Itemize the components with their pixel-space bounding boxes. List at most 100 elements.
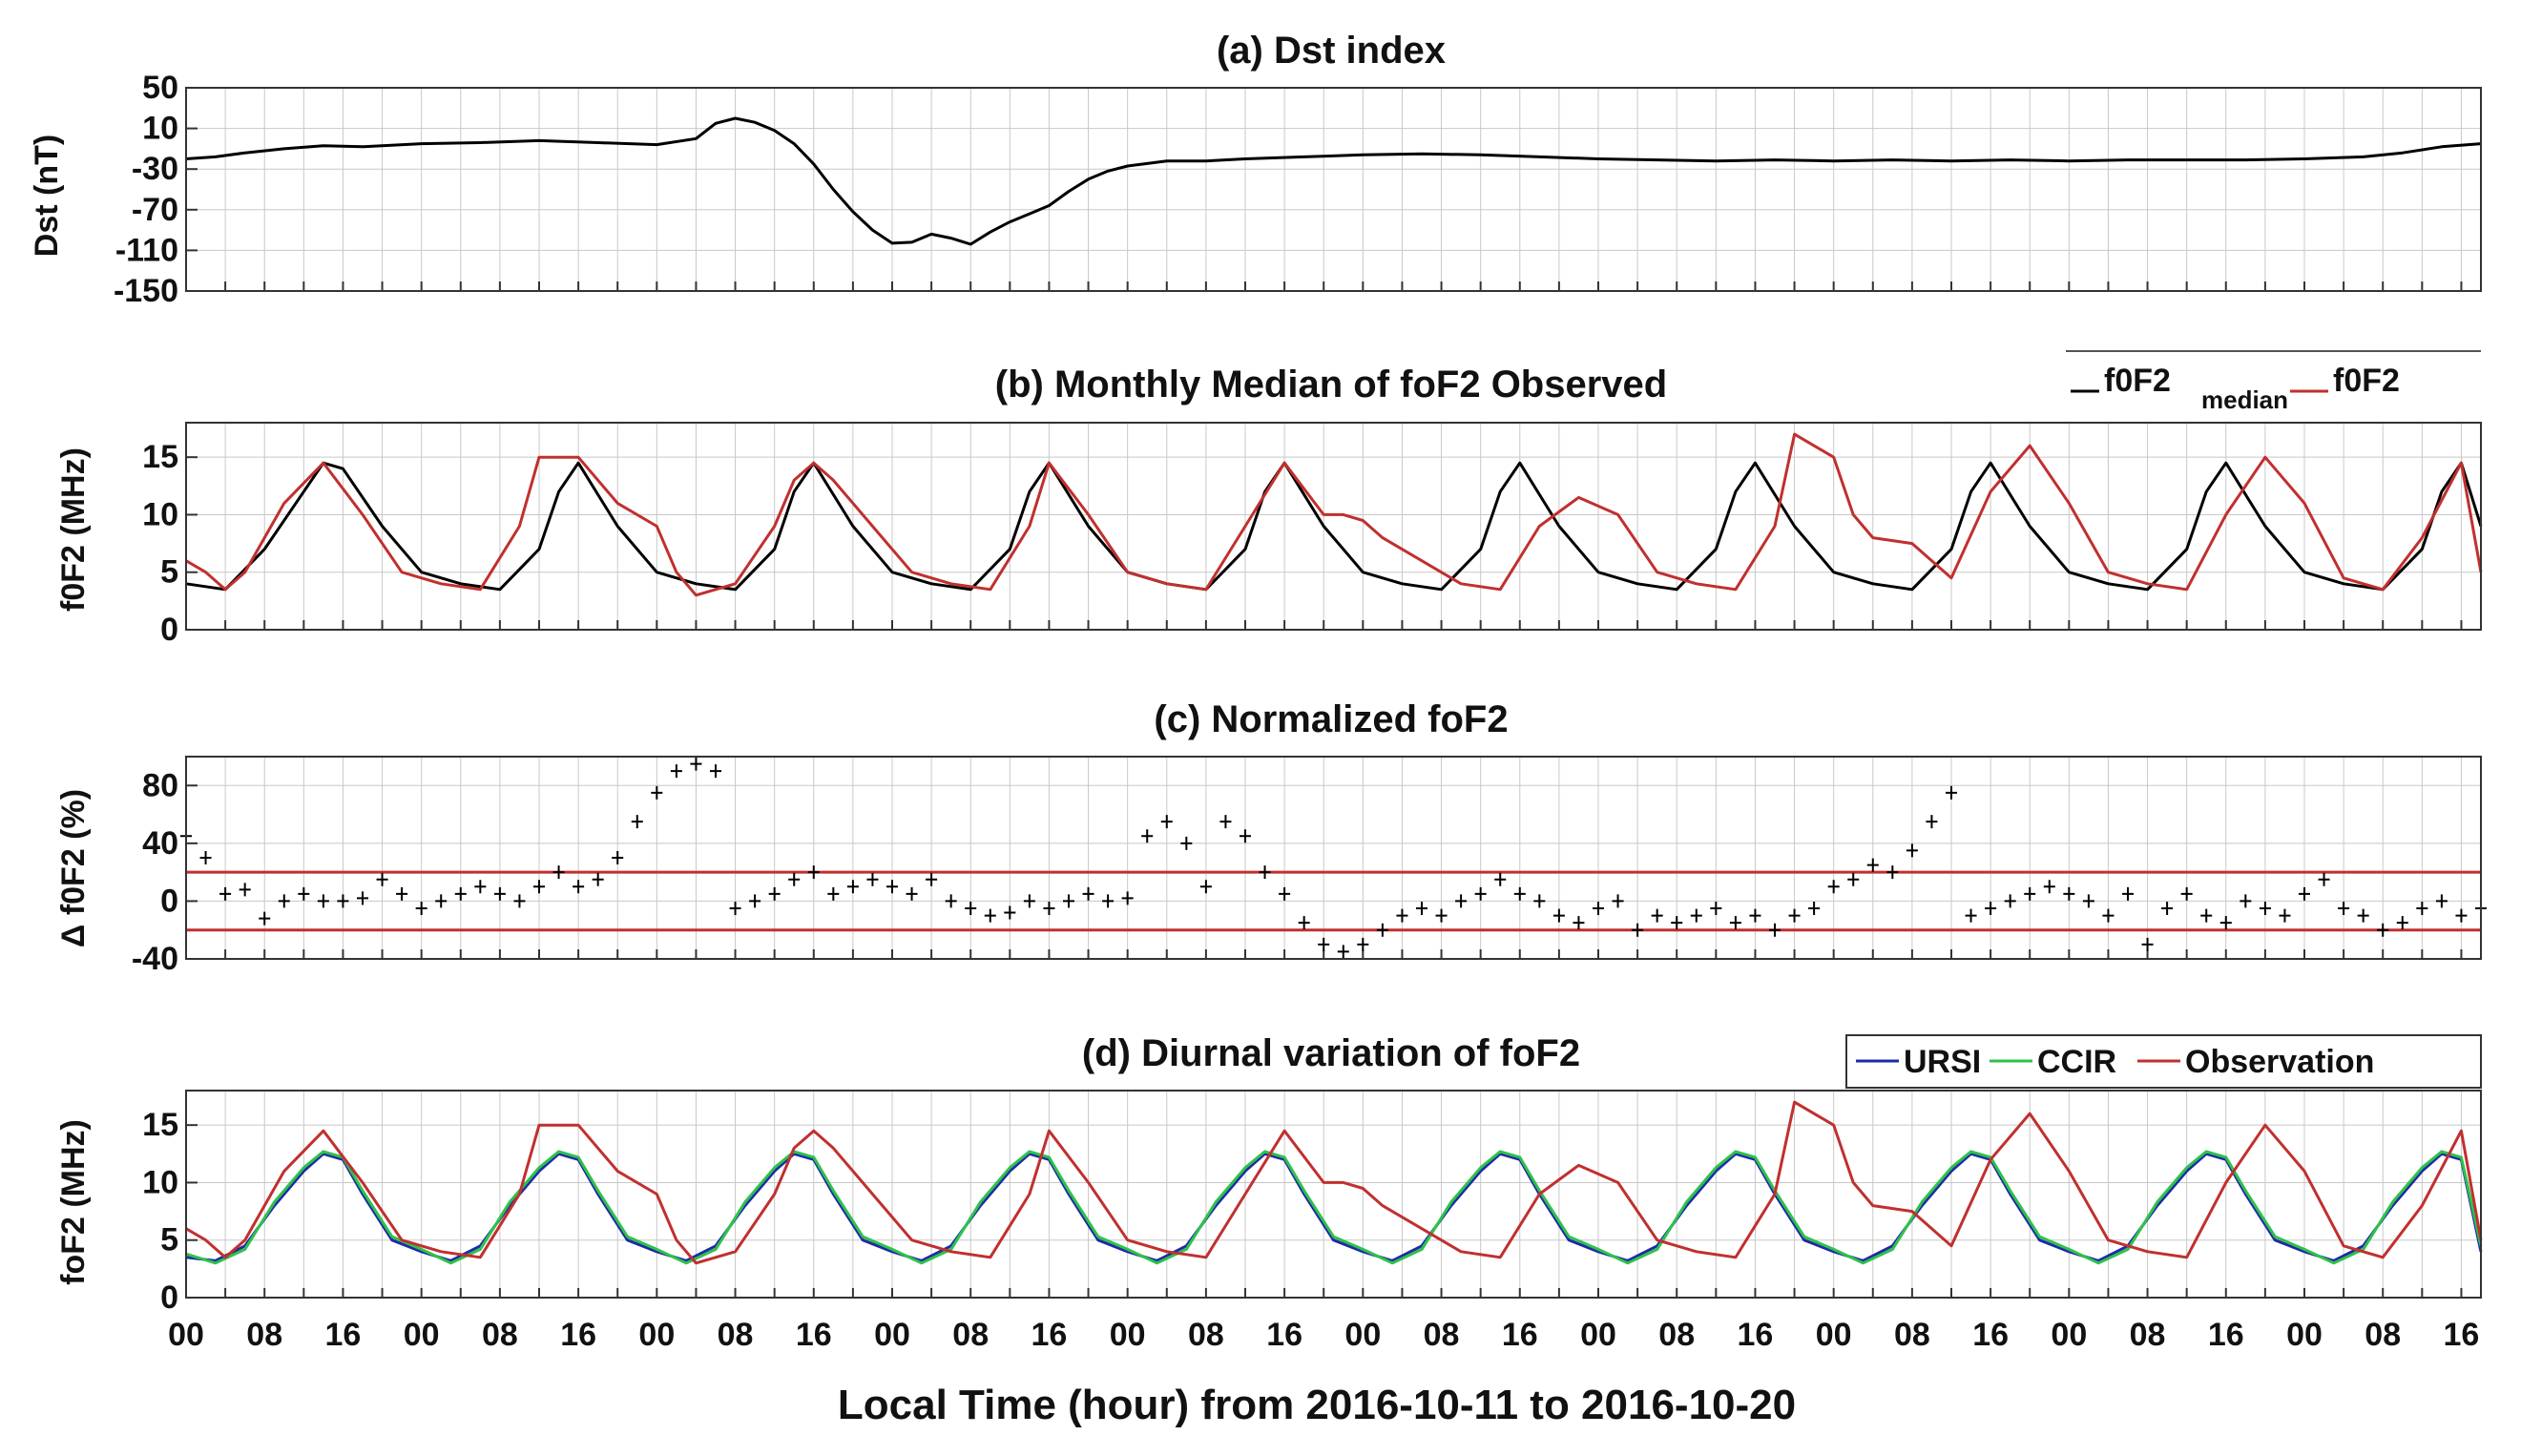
panel-c-series--f0f2-point bbox=[2161, 902, 2174, 915]
panel-d-series-ccir-line bbox=[185, 1150, 2483, 1265]
panel-c-series--f0f2-point bbox=[513, 894, 526, 908]
panel-c-series--f0f2-point bbox=[1808, 902, 1821, 915]
panel-c-series--f0f2-point bbox=[239, 883, 251, 897]
panel-c-series--f0f2-point bbox=[2004, 894, 2016, 908]
panel-b-series-f0f2-line bbox=[185, 432, 2483, 597]
panel-c-series--f0f2-point bbox=[1552, 908, 1565, 923]
x-tick-label: 16 bbox=[1031, 1317, 1068, 1353]
panel-c-series--f0f2-point bbox=[866, 872, 879, 886]
panel-c-series--f0f2-point bbox=[749, 894, 761, 908]
panel-c-series--f0f2-point bbox=[2180, 886, 2193, 901]
panel-c-series--f0f2-point bbox=[1788, 908, 1801, 923]
panel-d-series-observation-line bbox=[185, 1100, 2483, 1265]
x-tick-label: 08 bbox=[246, 1317, 282, 1353]
panel-c-series--f0f2-point bbox=[199, 851, 212, 864]
panel-c-series--f0f2-point bbox=[788, 872, 801, 886]
panel-c-series--f0f2-point bbox=[2219, 916, 2232, 930]
legend-observation-label: Observation bbox=[2185, 1044, 2374, 1080]
x-tick-label: 16 bbox=[1502, 1317, 1538, 1353]
panel-d-ytick-label: 15 bbox=[142, 1107, 178, 1143]
x-tick-label: 16 bbox=[1972, 1317, 2009, 1353]
panel-c-series--f0f2-point bbox=[493, 886, 506, 901]
x-tick-label: 16 bbox=[796, 1317, 832, 1353]
panel-c-series--f0f2-point bbox=[1259, 865, 1271, 880]
panel-c-series--f0f2-point bbox=[2259, 902, 2271, 915]
panel-c-series--f0f2-point bbox=[984, 908, 996, 923]
x-tick-label: 08 bbox=[1188, 1317, 1224, 1353]
panel-c-ytick-label: 80 bbox=[142, 767, 178, 803]
x-tick-label: 16 bbox=[325, 1317, 362, 1353]
panel-c-series--f0f2-point bbox=[1435, 908, 1448, 923]
panel-c-series--f0f2-point bbox=[1102, 894, 1115, 908]
x-tick-label: 08 bbox=[718, 1317, 754, 1353]
panel-c-series--f0f2-point bbox=[592, 872, 604, 886]
panel-c-series--f0f2-point bbox=[2357, 908, 2369, 923]
panel-c-series--f0f2-point bbox=[1690, 908, 1702, 923]
panel-c-series--f0f2-point bbox=[278, 894, 290, 908]
panel-c-series--f0f2-point bbox=[1160, 815, 1173, 829]
panel-c-series--f0f2-point bbox=[945, 894, 957, 908]
panel-c-series--f0f2-point bbox=[1337, 945, 1349, 959]
x-tick-label: 08 bbox=[1894, 1317, 1930, 1353]
panel-c-series--f0f2-point bbox=[1199, 880, 1212, 894]
panel-c-series--f0f2-point bbox=[357, 891, 368, 905]
panel-c-ytick-label: 40 bbox=[142, 825, 178, 862]
panel-c-series--f0f2-point bbox=[1827, 880, 1840, 894]
panel-c-series--f0f2-point bbox=[1063, 894, 1074, 908]
panel-c-series--f0f2-point bbox=[219, 886, 232, 901]
panel-c-series--f0f2-point bbox=[435, 894, 448, 908]
panel-c-series--f0f2-point bbox=[2240, 894, 2252, 908]
panel-c-series--f0f2-point bbox=[573, 880, 585, 894]
legend-f0f2-label: f0F2 bbox=[2333, 363, 2400, 399]
panel-c-series--f0f2-point bbox=[1729, 916, 1741, 930]
x-tick-label: 00 bbox=[874, 1317, 910, 1353]
x-tick-label: 00 bbox=[2051, 1317, 2087, 1353]
panel-c-series--f0f2-point bbox=[1593, 902, 1604, 915]
panel-c-series--f0f2-point bbox=[1357, 937, 1369, 951]
panel-c-series--f0f2-point bbox=[2082, 894, 2094, 908]
panel-b-ytick-label: 0 bbox=[160, 612, 178, 648]
panel-c-series--f0f2-point bbox=[474, 880, 487, 894]
panel-c-title: (c) Normalized foF2 bbox=[1154, 698, 1508, 740]
panel-c-series--f0f2-point bbox=[965, 902, 977, 915]
x-tick-label: 16 bbox=[1266, 1317, 1302, 1353]
panel-c-series--f0f2-point bbox=[533, 880, 545, 894]
panel-a-ylabel: Dst (nT) bbox=[29, 135, 65, 257]
panel-c-series--f0f2-point bbox=[2122, 886, 2134, 901]
panel-c-series--f0f2-point bbox=[1769, 923, 1781, 937]
legend-median-subscript: median bbox=[2201, 385, 2288, 414]
panel-b-ytick-label: 15 bbox=[142, 439, 178, 475]
panel-c-series--f0f2-point bbox=[2279, 908, 2291, 923]
panel-c-series--f0f2-point bbox=[1298, 916, 1310, 930]
panel-c-series--f0f2-point bbox=[807, 865, 820, 880]
panel-c-series--f0f2-point bbox=[1985, 902, 1997, 915]
panel-c-series--f0f2-point bbox=[2102, 908, 2115, 923]
panel-c-series--f0f2-point bbox=[1043, 902, 1055, 915]
panel-c-series--f0f2-point bbox=[690, 757, 702, 771]
panel-c-series--f0f2-point bbox=[1847, 872, 1860, 886]
x-tick-label: 00 bbox=[1580, 1317, 1616, 1353]
x-tick-label: 00 bbox=[1816, 1317, 1852, 1353]
panel-c-series--f0f2-point bbox=[1965, 908, 1977, 923]
x-tick-label: 08 bbox=[1658, 1317, 1695, 1353]
panel-c-series--f0f2-point bbox=[1141, 829, 1154, 843]
panel-c-series--f0f2-point bbox=[2396, 916, 2408, 930]
panel-b-ytick-label: 10 bbox=[142, 496, 178, 532]
panel-c-series--f0f2-point bbox=[1926, 815, 1938, 829]
panel-c-series--f0f2-point bbox=[1219, 815, 1232, 829]
panel-a-ytick-label: 10 bbox=[142, 111, 178, 147]
panel-c-series--f0f2-point bbox=[552, 865, 565, 880]
panel-c-series--f0f2-point bbox=[1121, 891, 1134, 905]
x-axis-label: Local Time (hour) from 2016-10-11 to 201… bbox=[838, 1382, 1796, 1428]
panel-c-series--f0f2-point bbox=[768, 886, 781, 901]
panel-c-series--f0f2-point bbox=[612, 851, 624, 864]
panel-c-series--f0f2-point bbox=[2338, 902, 2350, 915]
panel-a: 50 10 -30 -70 -110 -150 bbox=[114, 70, 2482, 309]
panel-c-series--f0f2-point bbox=[2043, 880, 2055, 894]
panel-c-series--f0f2-point bbox=[2455, 908, 2468, 923]
x-tick-label: 16 bbox=[560, 1317, 596, 1353]
panel-a-ytick-label: -30 bbox=[132, 151, 178, 187]
panel-c-series--f0f2-point bbox=[2416, 902, 2428, 915]
panel-c-frame bbox=[185, 756, 2482, 960]
